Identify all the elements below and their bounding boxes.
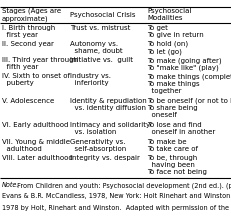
Text: Autonomy vs.
  shame, doubt: Autonomy vs. shame, doubt: [70, 41, 123, 54]
Text: Psychosocial Crisis: Psychosocial Crisis: [70, 12, 136, 18]
Text: Identity & repudiation
  vs. identity diffusion: Identity & repudiation vs. identity diff…: [70, 98, 147, 111]
Text: To be oneself (or not to be)
To share being
  oneself: To be oneself (or not to be) To share be…: [147, 98, 231, 118]
Text: To be, through
  having been
To face not being: To be, through having been To face not b…: [147, 155, 207, 175]
Text: 1978 by Holt, Rinehart and Winston.  Adapted with permission of the publisher.: 1978 by Holt, Rinehart and Winston. Adap…: [2, 205, 231, 211]
Text: Initiative vs.  guilt: Initiative vs. guilt: [70, 57, 133, 63]
Text: V. Adolescence: V. Adolescence: [2, 98, 54, 104]
Text: Psychosocial
Modalities: Psychosocial Modalities: [147, 8, 192, 21]
Text: To make (going after)
To "make like" (play): To make (going after) To "make like" (pl…: [147, 57, 222, 71]
Text: To lose and find
  oneself in another: To lose and find oneself in another: [147, 122, 216, 135]
Text: III. Third year through
  fifth year: III. Third year through fifth year: [2, 57, 78, 70]
Text: Intimacy and solidarity
  vs. isolation: Intimacy and solidarity vs. isolation: [70, 122, 150, 135]
Text: Integrity vs. despair: Integrity vs. despair: [70, 155, 140, 161]
Text: IV. Sixth to onset of
  puberty: IV. Sixth to onset of puberty: [2, 73, 70, 87]
Text: To get
To give in return: To get To give in return: [147, 25, 204, 37]
Text: Trust vs. mistrust: Trust vs. mistrust: [70, 25, 130, 31]
Text: To make things (completing)
To make things
  together: To make things (completing) To make thin…: [147, 73, 231, 94]
Text: VII. Young & middle
  adulthood: VII. Young & middle adulthood: [2, 139, 70, 152]
Text: From Children and youth: Psychosocial development (2nd ed.). (p. 506) by E.D.: From Children and youth: Psychosocial de…: [15, 182, 231, 189]
Text: VI. Early adulthood: VI. Early adulthood: [2, 122, 68, 128]
Text: Note.: Note.: [2, 182, 19, 188]
Text: To hold (on)
To let (go): To hold (on) To let (go): [147, 41, 188, 55]
Text: Industry vs.
  inferiority: Industry vs. inferiority: [70, 73, 111, 87]
Text: Evans & B.R. McCandless, 1978, New York: Holt Rinehart and Winston. Copyright: Evans & B.R. McCandless, 1978, New York:…: [2, 193, 231, 199]
Text: I. Birth through
  first year: I. Birth through first year: [2, 25, 55, 37]
Text: Generativity vs.
  self-absorption: Generativity vs. self-absorption: [70, 139, 126, 152]
Text: To make be
To take care of: To make be To take care of: [147, 139, 198, 152]
Text: Stages (Ages are
approximate): Stages (Ages are approximate): [2, 8, 61, 22]
Text: VIII. Later adulthood: VIII. Later adulthood: [2, 155, 73, 161]
Text: II. Second year: II. Second year: [2, 41, 54, 47]
